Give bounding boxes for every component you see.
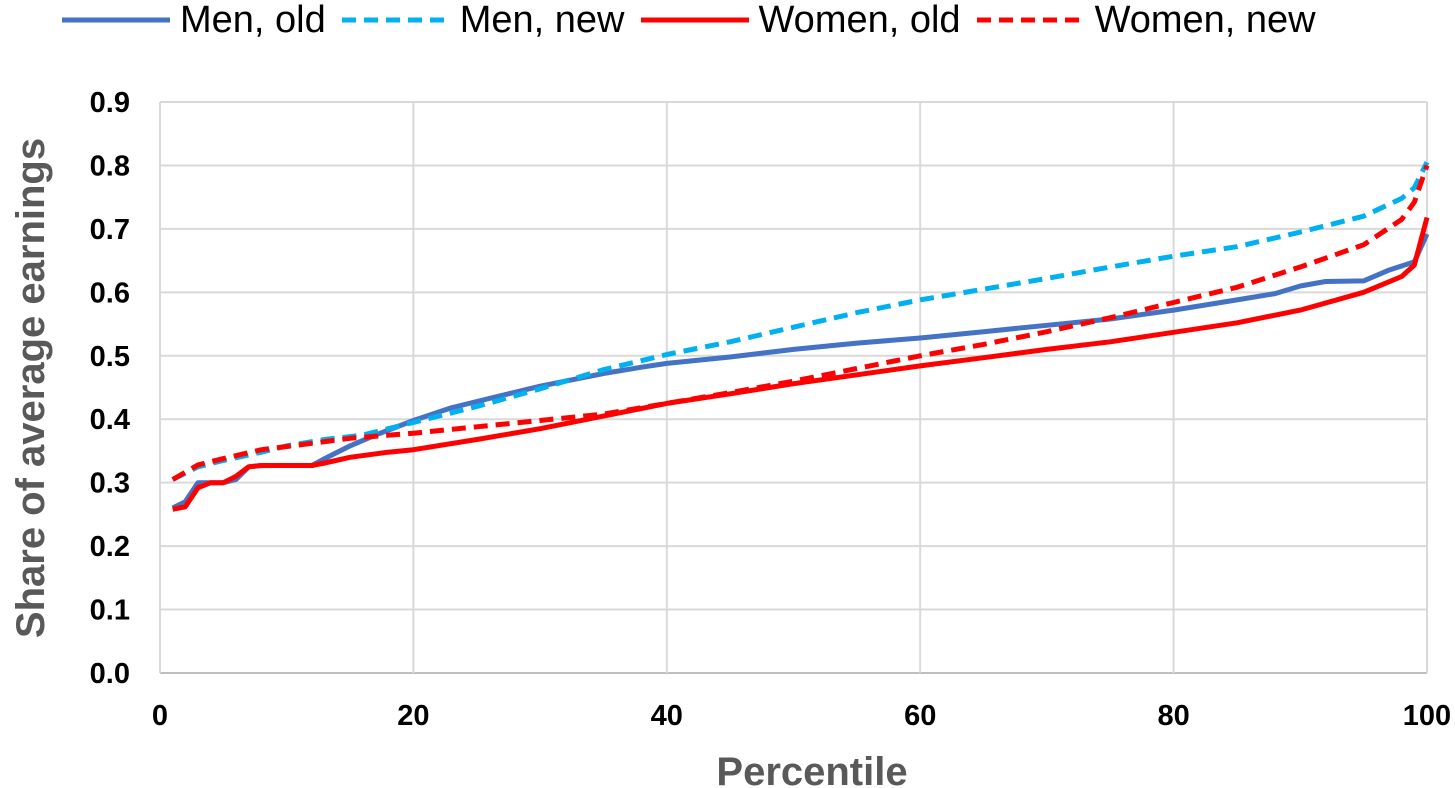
- x-tick-label: 40: [651, 700, 683, 732]
- x-tick-label: 100: [1403, 700, 1451, 732]
- y-tick-label: 0.9: [90, 87, 130, 119]
- y-tick-label: 0.4: [90, 404, 130, 436]
- x-axis-title: Percentile: [716, 750, 907, 788]
- legend-swatch: [62, 17, 170, 23]
- x-axis-ticks: 0 20 40 60 80 100: [152, 700, 1451, 732]
- y-tick-label: 0.3: [90, 468, 130, 500]
- legend-item: Women, new: [975, 1, 1316, 39]
- y-tick-label: 0.6: [90, 277, 130, 309]
- y-tick-label: 0.2: [90, 531, 130, 563]
- y-tick-label: 0.5: [90, 341, 130, 373]
- y-tick-label: 0.8: [90, 150, 130, 182]
- y-tick-label: 0.7: [90, 214, 130, 246]
- gridlines: [159, 101, 1428, 674]
- y-axis-ticks: 0.0 0.1 0.2 0.3 0.4 0.5 0.6 0.7 0.8 0.9: [90, 87, 130, 690]
- legend-swatch: [341, 17, 450, 23]
- legend-label: Women, old: [758, 0, 961, 41]
- y-tick-label: 0.1: [90, 595, 130, 627]
- series-lines: [171, 161, 1430, 512]
- series-line-men-new: [171, 161, 1430, 482]
- legend-item: Men, new: [340, 1, 625, 39]
- x-tick-label: 0: [152, 700, 168, 732]
- legend: Men, old Men, new Women, old Women, new: [60, 0, 1330, 40]
- y-axis-title: Share of average earnings: [9, 138, 53, 638]
- x-tick-label: 60: [904, 700, 936, 732]
- legend-item: Women, old: [639, 1, 961, 39]
- legend-label: Men, new: [459, 0, 625, 41]
- x-tick-label: 20: [397, 700, 429, 732]
- series-line-women-old: [172, 216, 1430, 512]
- y-tick-label: 0.0: [90, 658, 130, 690]
- legend-item: Men, old: [60, 1, 326, 39]
- legend-swatch: [976, 17, 1085, 23]
- legend-label: Men, old: [180, 0, 326, 41]
- x-tick-label: 80: [1157, 700, 1189, 732]
- series-line-women-new: [171, 164, 1430, 482]
- legend-label: Women, new: [1094, 0, 1316, 41]
- series-line-men-old: [171, 232, 1430, 511]
- legend-swatch: [640, 17, 749, 23]
